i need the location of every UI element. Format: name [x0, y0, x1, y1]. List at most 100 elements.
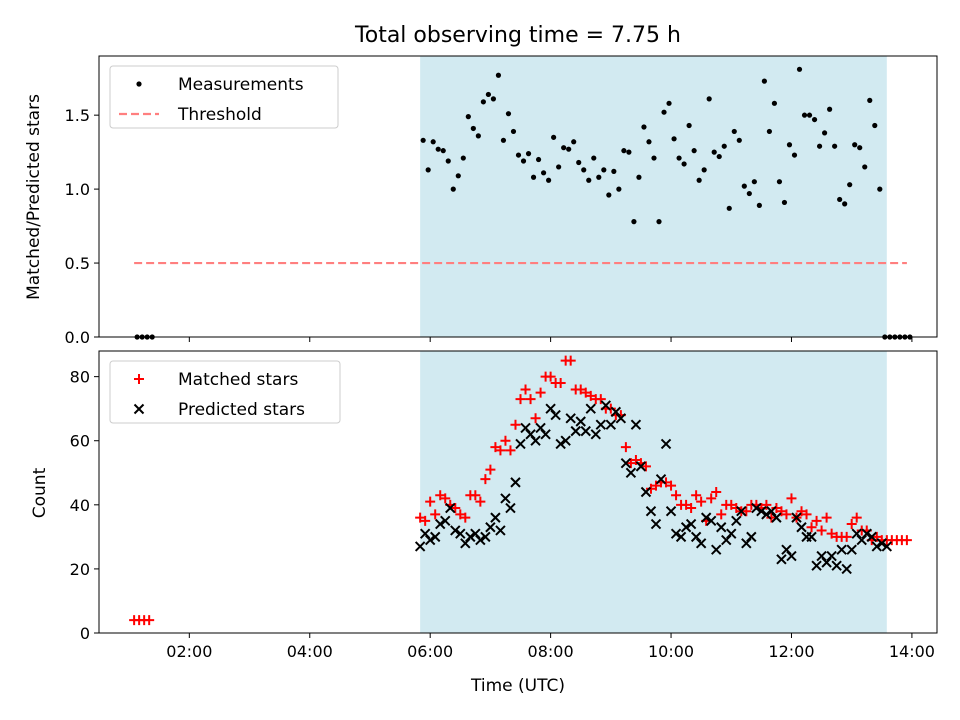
predicted-stars-point	[761, 509, 772, 520]
measurement-point	[556, 164, 562, 170]
count-panel-xticks: 02:00 04:00 06:00 08:00 10:00 12:00 14:00	[166, 633, 935, 661]
matched-stars-point	[811, 515, 822, 526]
y-tick-label: 80	[70, 368, 90, 387]
y-tick-label: 60	[70, 432, 90, 451]
count-panel-series	[129, 355, 912, 626]
measurement-point	[837, 196, 843, 203]
predicted-stars-point	[560, 435, 571, 446]
measurement-point	[806, 112, 813, 118]
matched-stars-point	[520, 384, 531, 395]
measurement-point	[631, 219, 637, 225]
matched-stars-point	[500, 435, 511, 446]
measurement-point	[766, 128, 773, 135]
matched-stars-point	[420, 515, 431, 526]
legend-label: Measurements	[178, 75, 304, 95]
predicted-stars-point	[645, 506, 657, 517]
measurement-point	[711, 149, 717, 155]
y-tick-label: 40	[70, 496, 90, 515]
predicted-stars-point	[590, 429, 601, 440]
measurement-point	[877, 186, 883, 192]
measurement-point	[761, 78, 767, 84]
matched-stars-point	[766, 512, 777, 523]
predicted-stars-point	[495, 525, 506, 536]
matched-stars-point	[475, 496, 486, 507]
measurement-point	[591, 155, 597, 161]
measurement-point	[636, 174, 642, 180]
matched-stars-point	[144, 615, 155, 626]
measurement-point	[485, 91, 491, 98]
measurement-point	[571, 139, 577, 145]
measurement-point	[535, 156, 542, 163]
predicted-stars-point	[570, 425, 581, 437]
matched-stars-point	[435, 490, 446, 501]
predicted-stars-point	[595, 419, 607, 430]
y-tick-label: 0.5	[65, 254, 90, 273]
matched-stars-point	[846, 519, 857, 530]
x-tick-label: 04:00	[287, 642, 333, 661]
matched-stars-point	[440, 493, 451, 504]
predicted-stars-point	[751, 502, 762, 514]
matched-stars-point	[681, 499, 692, 510]
measurement-point	[847, 182, 853, 188]
measurement-point	[540, 170, 547, 176]
matched-stars-point	[781, 509, 792, 520]
legend-predicted-marker	[133, 403, 145, 415]
measurement-point	[661, 109, 667, 115]
measurement-point	[616, 186, 622, 192]
predicted-stars-point	[450, 525, 461, 536]
predicted-stars-point	[480, 531, 491, 543]
measurement-point	[756, 202, 762, 208]
measurement-point	[706, 96, 712, 102]
matched-stars-point	[650, 480, 661, 491]
predicted-stars-point	[615, 413, 627, 424]
measurement-point	[656, 219, 662, 225]
predicted-stars-point	[505, 502, 516, 514]
predicted-stars-point	[711, 544, 722, 555]
measurement-point	[425, 167, 431, 173]
measurement-point	[857, 145, 863, 151]
predicted-stars-point	[630, 419, 642, 430]
legend-label: Threshold	[177, 105, 262, 125]
matched-stars-point	[671, 490, 682, 501]
measurement-point	[686, 122, 692, 129]
predicted-stars-point	[565, 413, 576, 424]
matched-stars-point	[640, 461, 651, 472]
matched-stars-point	[901, 535, 912, 546]
measurement-point	[801, 112, 808, 118]
predicted-stars-point	[866, 531, 877, 543]
predicted-stars-point	[806, 531, 817, 543]
measurement-point	[816, 143, 823, 149]
predicted-stars-point	[746, 531, 757, 543]
matched-stars-point	[510, 419, 521, 430]
measurement-point	[420, 137, 426, 143]
measurement-point	[696, 177, 702, 183]
predicted-stars-point	[465, 531, 476, 543]
chart-title: Total observing time = 7.75 h	[354, 23, 681, 48]
measurement-point	[771, 100, 778, 106]
matched-stars-point	[495, 445, 506, 456]
measurement-point	[530, 174, 537, 180]
predicted-stars-point	[445, 502, 456, 514]
predicted-stars-point	[675, 531, 687, 543]
predicted-stars-point	[786, 550, 797, 562]
matched-stars-point	[661, 477, 672, 488]
predicted-stars-point	[861, 528, 872, 539]
predicted-stars-point	[475, 534, 486, 546]
matched-stars-point	[565, 355, 576, 366]
matched-stars-point	[801, 509, 812, 520]
matched-stars-point	[485, 464, 496, 475]
predicted-stars-point	[455, 528, 466, 539]
predicted-stars-point	[716, 522, 727, 533]
predicted-stars-point	[510, 477, 521, 488]
matched-stars-point	[696, 496, 707, 507]
predicted-stars-point	[490, 512, 501, 523]
legend-box	[109, 65, 339, 129]
predicted-stars-point	[846, 544, 857, 555]
measurement-point	[666, 100, 672, 106]
x-tick-label: 14:00	[889, 642, 935, 661]
measurement-point	[827, 106, 833, 112]
predicted-stars-point	[670, 528, 682, 539]
measurement-point	[681, 161, 687, 167]
measurement-point	[852, 142, 858, 148]
